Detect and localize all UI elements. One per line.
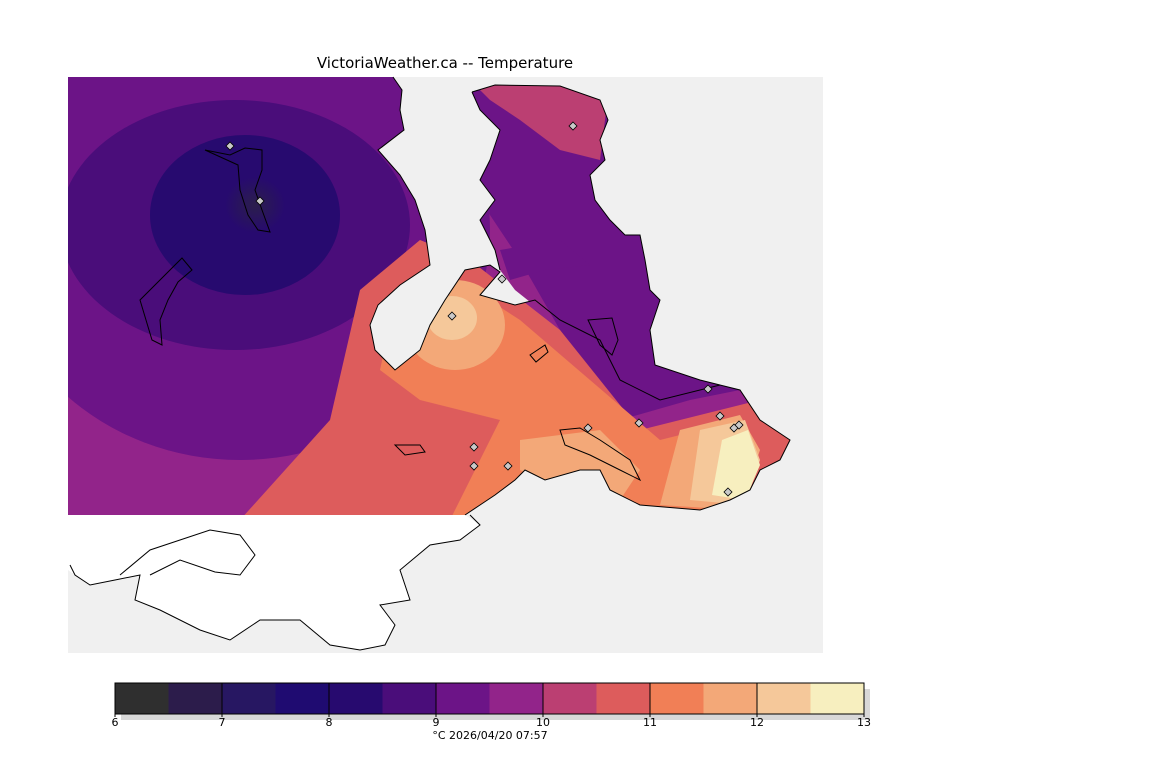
colorbar-tick-label: 8 [325,716,333,729]
station-marker[interactable] [703,384,713,394]
colorbar-bin-13 [810,683,864,714]
station-marker[interactable] [634,418,644,428]
colorbar-bin-1 [168,683,222,714]
outside-land [68,515,480,650]
station-marker[interactable] [225,141,235,151]
colorbar-footer: °C 2026/04/20 07:57 [432,729,548,742]
colorbar-bin-11 [703,683,757,714]
station-marker[interactable] [568,121,578,131]
station-marker[interactable] [734,420,744,430]
station-marker[interactable] [469,442,479,452]
station-marker[interactable] [255,196,265,206]
colorbar-bin-8 [543,683,597,714]
islands [139,147,642,482]
colorbar-bin-9 [596,683,650,714]
colorbar [114,682,870,720]
colorbar-tick-label: 6 [111,716,119,729]
station-marker[interactable] [583,423,593,433]
colorbar-bin-3 [275,683,329,714]
station-marker[interactable] [723,487,733,497]
station-marker[interactable] [497,274,507,284]
weather-stations [225,121,744,497]
outside-land-coast [69,514,481,651]
colorbar-bin-5 [382,683,436,714]
station-marker[interactable] [447,311,457,321]
colorbar-bin-4 [329,683,383,714]
map-title: VictoriaWeather.ca -- Temperature [316,54,574,72]
station-marker[interactable] [503,461,513,471]
colorbar-tick-label: 12 [750,716,764,729]
colorbar-tick-label: 11 [643,716,657,729]
colorbar-bin-7 [489,683,543,714]
colorbar-tick-label: 9 [432,716,440,729]
coastlines [369,76,791,516]
colorbar-bin-10 [650,683,704,714]
colorbar-tick-label: 13 [857,716,871,729]
colorbar-bin-6 [436,683,490,714]
colorbar-border [114,682,865,715]
colorbar-tick-label: 7 [218,716,226,729]
station-marker[interactable] [715,411,725,421]
colorbar-bin-2 [222,683,276,714]
colorbar-bin-0 [115,683,169,714]
colorbar-bin-12 [757,683,811,714]
colorbar-tick-label: 10 [536,716,550,729]
station-marker[interactable] [469,461,479,471]
